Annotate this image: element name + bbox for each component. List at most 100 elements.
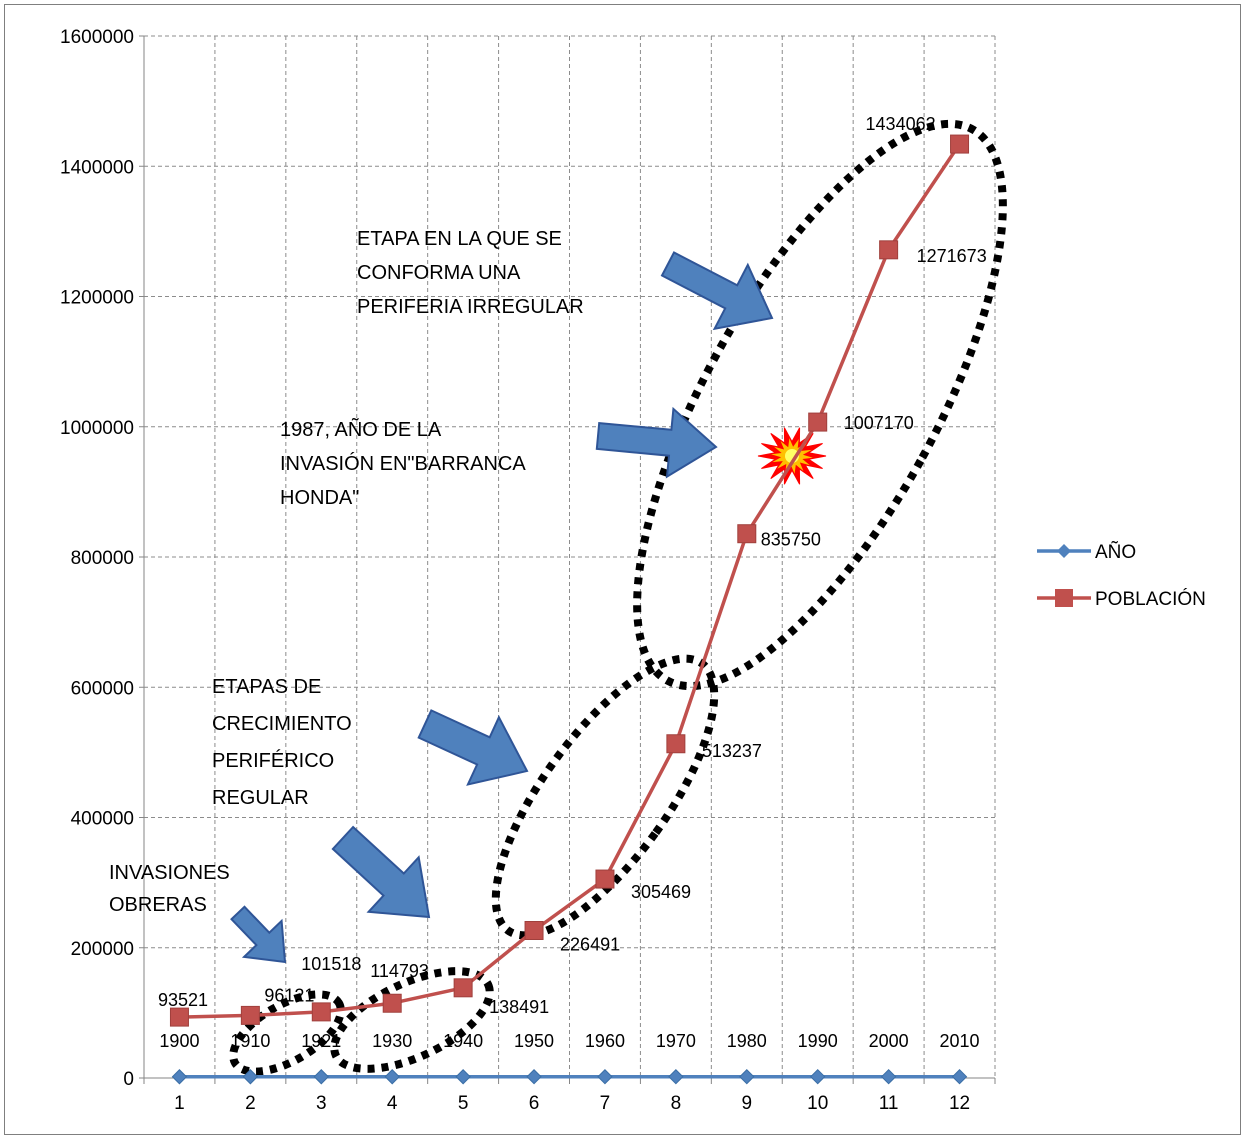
annotation-shapes [229,119,1007,1076]
ano-data-label: 1970 [656,1031,696,1051]
ano-data-label: 1950 [514,1031,554,1051]
legend-label: POBLACIÓN [1095,588,1206,610]
ano-data-label: 1910 [230,1031,270,1051]
series-line-1 [179,143,961,1019]
poblacion-data-label: 1007170 [844,413,914,433]
annotation-invasion1987-line: 1987, AÑO DE LA [280,417,442,441]
point-ano [313,1069,329,1085]
arrow-1987 [595,406,718,479]
poblacion-data-label: 1271673 [917,246,987,266]
arrow-crecimiento-2 [331,825,431,919]
point-ano [526,1069,542,1085]
poblacion-data-label: 96121 [264,985,314,1005]
point-ano [951,1068,968,1085]
point-ano [455,1069,471,1085]
point-ano [810,1068,826,1085]
point-poblacion [879,240,899,260]
annotation-invasion1987-line: HONDA" [280,487,359,509]
point-poblacion [666,734,686,754]
x-tick-label: 12 [949,1093,970,1114]
y-tick-label: 1200000 [60,288,134,309]
point-ano [597,1069,613,1085]
ano-data-label: 1921 [301,1031,341,1051]
x-tick-label: 9 [742,1093,753,1114]
point-poblacion [240,1005,260,1025]
y-tick-label: 1400000 [60,157,134,178]
poblacion-data-label: 93521 [158,990,208,1010]
axes [139,35,996,1084]
annotation-periferia-line: ETAPA EN LA QUE SE [357,228,562,250]
point-poblacion [737,524,757,544]
point-poblacion [382,993,402,1013]
point-ano [739,1069,755,1085]
poblacion-data-label: 101518 [301,954,361,974]
point-ano [384,1069,400,1085]
data-labels: 1900 1910 1921 1930 1940 1950 1960 1970 1980 1990… [158,114,987,1051]
poblacion-data-label: 114793 [370,961,429,981]
ano-data-label: 1940 [443,1031,483,1051]
annotation-obreras-line: INVASIONES [109,862,230,884]
y-tick-label: 400000 [71,809,134,830]
point-ano [242,1069,259,1085]
point-poblacion [950,134,970,154]
ano-data-label: 1960 [585,1031,625,1051]
legend-label: AÑO [1095,541,1136,563]
annotation-obreras-line: OBRERAS [109,894,207,916]
annotation-crecimiento-line: CRECIMIENTO [212,713,352,735]
x-tick-label: 11 [879,1093,899,1114]
series-layer [169,134,970,1085]
point-poblacion [311,1002,331,1022]
y-tick-label: 800000 [71,548,134,569]
arrow-periferia [660,251,774,331]
legend-marker-ano [1057,544,1071,558]
point-poblacion [169,1007,189,1027]
arrow-crecimiento [417,709,529,786]
annotation-periferia-line: CONFORMA UNA [357,262,521,284]
x-tick-labels: 1 2 3 4 5 6 7 8 9 10 11 12 [174,1093,970,1114]
poblacion-data-label: 513237 [702,741,762,761]
ano-data-label: 1990 [798,1031,838,1051]
regular-growth-ellipse [491,654,719,940]
annotation-invasion1987-line: INVASIÓN EN"BARRANCA [280,452,526,475]
annotation-crecimiento-line: PERIFÉRICO [212,749,334,772]
poblacion-data-label: 226491 [560,934,620,954]
annotation-periferia-line: PERIFERIA IRREGULAR [357,296,584,318]
ano-data-label: 1900 [159,1031,199,1051]
point-ano [880,1068,897,1085]
point-poblacion [524,920,544,940]
x-tick-label: 4 [387,1093,398,1114]
irregular-periphery-ellipse [633,119,1007,691]
x-tick-label: 2 [245,1093,256,1114]
grid [144,35,996,1078]
x-tick-label: 10 [807,1093,828,1114]
x-tick-label: 6 [529,1093,540,1114]
point-poblacion [808,412,828,432]
x-tick-label: 3 [316,1093,327,1114]
x-tick-label: 5 [458,1093,469,1114]
y-tick-label: 1000000 [60,418,134,439]
ano-data-label: 2010 [940,1031,980,1051]
poblacion-data-label: 835750 [761,530,821,550]
point-ano [171,1069,188,1085]
worker-invasions-ellipse [229,990,345,1076]
ano-data-label: 1930 [372,1031,412,1051]
poblacion-data-label: 1434062 [866,114,936,134]
point-poblacion [595,869,615,889]
legend: AÑO POBLACIÓN [1037,541,1206,610]
ano-data-label: 1980 [727,1031,767,1051]
arrow-obreras [230,905,287,964]
regular-growth-small-ellipse [330,967,494,1073]
poblacion-data-label: 305469 [631,882,691,902]
x-tick-label: 1 [174,1093,185,1114]
legend-marker-poblacion [1055,589,1073,607]
chart-frame [4,4,1241,1135]
y-tick-label: 600000 [71,678,134,699]
poblacion-data-label: 138491 [489,997,549,1017]
y-tick-label: 0 [123,1069,134,1090]
ano-data-label: 2000 [869,1031,909,1051]
y-tick-labels: 0 200000 400000 600000 800000 1000000 1200000 1… [60,27,134,1090]
point-poblacion [453,978,473,998]
point-ano [668,1069,684,1085]
annotation-texts: ETAPA EN LA QUE SE CONFORMA UNA PERIFERIA … [109,228,584,916]
